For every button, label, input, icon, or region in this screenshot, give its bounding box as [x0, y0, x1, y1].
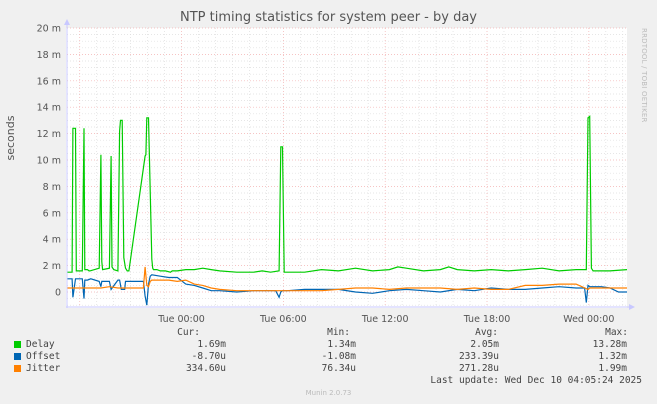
y-tick-label: 12 m — [37, 129, 61, 140]
series-jitter — [67, 266, 627, 292]
munin-version: Munin 2.0.73 — [305, 389, 352, 397]
legend-header-max: Max: — [605, 327, 628, 338]
rrdtool-watermark: RRDTOOL / TOBI OETIKER — [640, 28, 648, 123]
series-delay — [67, 115, 628, 273]
x-tick-label: Tue 12:00 — [361, 314, 409, 325]
y-tick-label: 0 — [55, 288, 61, 299]
chart-title: NTP timing statistics for system peer - … — [179, 10, 477, 25]
y-tick-label: 2 m — [43, 261, 61, 272]
y-tick-label: 20 m — [37, 24, 61, 35]
jitter-swatch-icon — [14, 365, 21, 372]
y-tick-label: 14 m — [37, 103, 61, 114]
x-tick-label: Tue 06:00 — [259, 314, 307, 325]
x-tick-label: Tue 18:00 — [463, 314, 511, 325]
x-axis-ticks: Tue 00:00 Tue 06:00 Tue 12:00 Tue 18:00 Wed … — [157, 314, 614, 325]
legend-header-min: Min: — [327, 327, 350, 338]
y-axis-arrow-icon — [64, 19, 70, 25]
plot-background — [66, 28, 627, 308]
y-axis-ticks: 0 2 m 4 m 6 m 8 m 10 m 12 m 14 m 16 m 18 m 20 m — [37, 24, 61, 299]
x-tick-label: Wed 00:00 — [563, 314, 614, 325]
y-tick-label: 8 m — [43, 182, 61, 193]
grid — [67, 27, 627, 307]
x-tick-label: Tue 00:00 — [157, 314, 205, 325]
legend-header-avg: Avg: — [475, 327, 498, 338]
last-update: Last update: Wed Dec 10 04:05:24 2025 — [430, 375, 642, 386]
offset-swatch-icon — [14, 353, 21, 360]
y-tick-label: 18 m — [37, 50, 61, 61]
delay-swatch-icon — [14, 341, 21, 348]
y-tick-label: 4 m — [43, 235, 61, 246]
legend-header-cur: Cur: — [177, 327, 200, 338]
x-axis-arrow-icon — [629, 304, 635, 310]
y-tick-label: 16 m — [37, 76, 61, 87]
y-tick-label: 10 m — [37, 156, 61, 167]
y-tick-label: 6 m — [43, 208, 61, 219]
series-offset — [67, 274, 627, 306]
series-lines — [67, 115, 628, 306]
